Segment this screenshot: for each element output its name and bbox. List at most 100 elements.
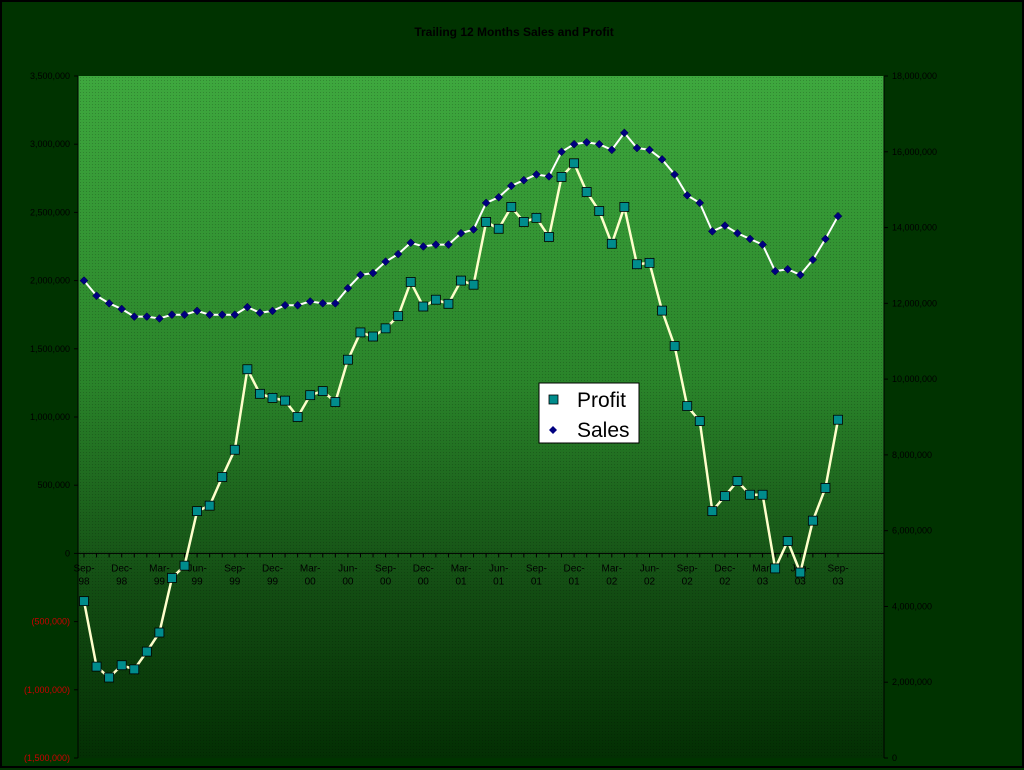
- profit-point: [506, 202, 517, 212]
- left-tick-label: 1,500,000: [30, 344, 70, 354]
- sales-point: [645, 145, 654, 155]
- profit-point: [782, 536, 793, 547]
- profit-point: [468, 279, 479, 290]
- sales-point: [594, 139, 604, 149]
- x-tick-label: Mar-00: [300, 563, 321, 587]
- sales-point: [632, 143, 642, 153]
- sales-point: [795, 270, 805, 280]
- sales-point: [230, 310, 240, 320]
- profit-point: [342, 354, 353, 365]
- right-tick-label: 2,000,000: [892, 677, 932, 687]
- profit-point: [430, 294, 441, 305]
- sales-point: [330, 298, 340, 308]
- profit-point: [368, 331, 378, 342]
- profit-point: [317, 386, 328, 396]
- sales-point: [695, 198, 705, 208]
- sales-point: [783, 264, 793, 274]
- x-tick-label: Sep-02: [677, 563, 698, 587]
- profit-point: [91, 661, 102, 672]
- sales-point: [456, 228, 466, 238]
- profit-point: [745, 489, 755, 500]
- x-tick-label: Sep-99: [224, 563, 245, 587]
- profit-point: [581, 187, 592, 197]
- profit-point: [456, 275, 466, 286]
- left-tick-label: 2,000,000: [30, 276, 70, 286]
- chart-title: Trailing 12 Months Sales and Profit: [414, 25, 613, 39]
- left-tick-label: (500,000): [31, 617, 70, 627]
- sales-point: [104, 298, 114, 308]
- profit-point: [732, 476, 743, 487]
- sales-point: [393, 249, 403, 259]
- profit-point: [707, 506, 718, 517]
- profit-point: [518, 217, 529, 227]
- left-tick-label: (1,000,000): [24, 685, 70, 695]
- right-tick-label: 6,000,000: [892, 526, 932, 536]
- profit-point: [493, 223, 504, 234]
- legend-box: [538, 382, 640, 444]
- sales-point: [268, 306, 277, 316]
- sales-point: [305, 297, 315, 306]
- profit-point: [141, 646, 152, 657]
- profit-point: [770, 563, 781, 574]
- x-tick-label: Dec-98: [111, 563, 132, 587]
- x-tick-label: Mar-03: [752, 563, 773, 587]
- x-tick-label: Mar-02: [602, 563, 623, 587]
- sales-point: [469, 225, 478, 234]
- sales-point: [418, 242, 428, 251]
- legend-profit-label: Profit: [577, 389, 626, 412]
- profit-point: [820, 483, 831, 493]
- sales-point: [129, 312, 139, 321]
- sales-point: [607, 145, 617, 155]
- right-tick-label: 12,000,000: [892, 298, 937, 308]
- x-tick-label: Dec-01: [564, 563, 585, 587]
- legend: Profit Sales: [538, 382, 640, 444]
- profit-point: [79, 596, 89, 607]
- x-tick-label: Sep-00: [375, 563, 396, 587]
- x-tick-label: Dec-99: [262, 563, 283, 587]
- legend-sales-label: Sales: [577, 419, 630, 442]
- profit-point: [694, 416, 705, 426]
- profit-point: [418, 301, 429, 312]
- sales-point: [519, 175, 529, 185]
- sales-point: [192, 306, 202, 316]
- profit-point: [443, 298, 454, 309]
- profit-point: [330, 397, 341, 407]
- profit-point: [280, 395, 290, 406]
- profit-point: [192, 506, 203, 517]
- sales-point: [293, 300, 302, 310]
- sales-point: [155, 314, 164, 323]
- profit-point: [720, 491, 730, 502]
- sales-point: [117, 304, 127, 314]
- profit-point: [242, 364, 253, 375]
- sales-point: [657, 155, 667, 164]
- sales-point: [318, 298, 328, 308]
- legend-sales-marker: [549, 426, 557, 434]
- profit-point: [669, 341, 680, 351]
- sales-point: [569, 139, 579, 149]
- right-tick-label: 4,000,000: [892, 601, 932, 611]
- profit-point: [267, 393, 278, 403]
- profit-point: [292, 412, 303, 422]
- x-tick-label: Dec-02: [714, 563, 735, 587]
- left-tick-label: 1,000,000: [30, 412, 70, 422]
- right-tick-label: 8,000,000: [892, 450, 932, 460]
- x-tick-label: Jun-00: [338, 563, 357, 587]
- sales-point: [733, 228, 742, 238]
- profit-point: [116, 660, 127, 671]
- profit-point: [305, 390, 316, 401]
- sales-point: [481, 198, 491, 208]
- sales-point: [707, 226, 717, 236]
- sales-point: [406, 238, 416, 248]
- plot-texture: [78, 76, 884, 758]
- sales-point: [280, 300, 290, 310]
- sales-point: [368, 268, 378, 278]
- profit-point: [405, 277, 416, 287]
- x-tick-label: Mar-99: [149, 563, 170, 587]
- sales-point: [444, 240, 453, 249]
- x-tick-label: Sep-01: [526, 563, 547, 587]
- sales-point: [356, 270, 365, 280]
- profit-point: [167, 573, 177, 583]
- profit-point: [569, 158, 579, 169]
